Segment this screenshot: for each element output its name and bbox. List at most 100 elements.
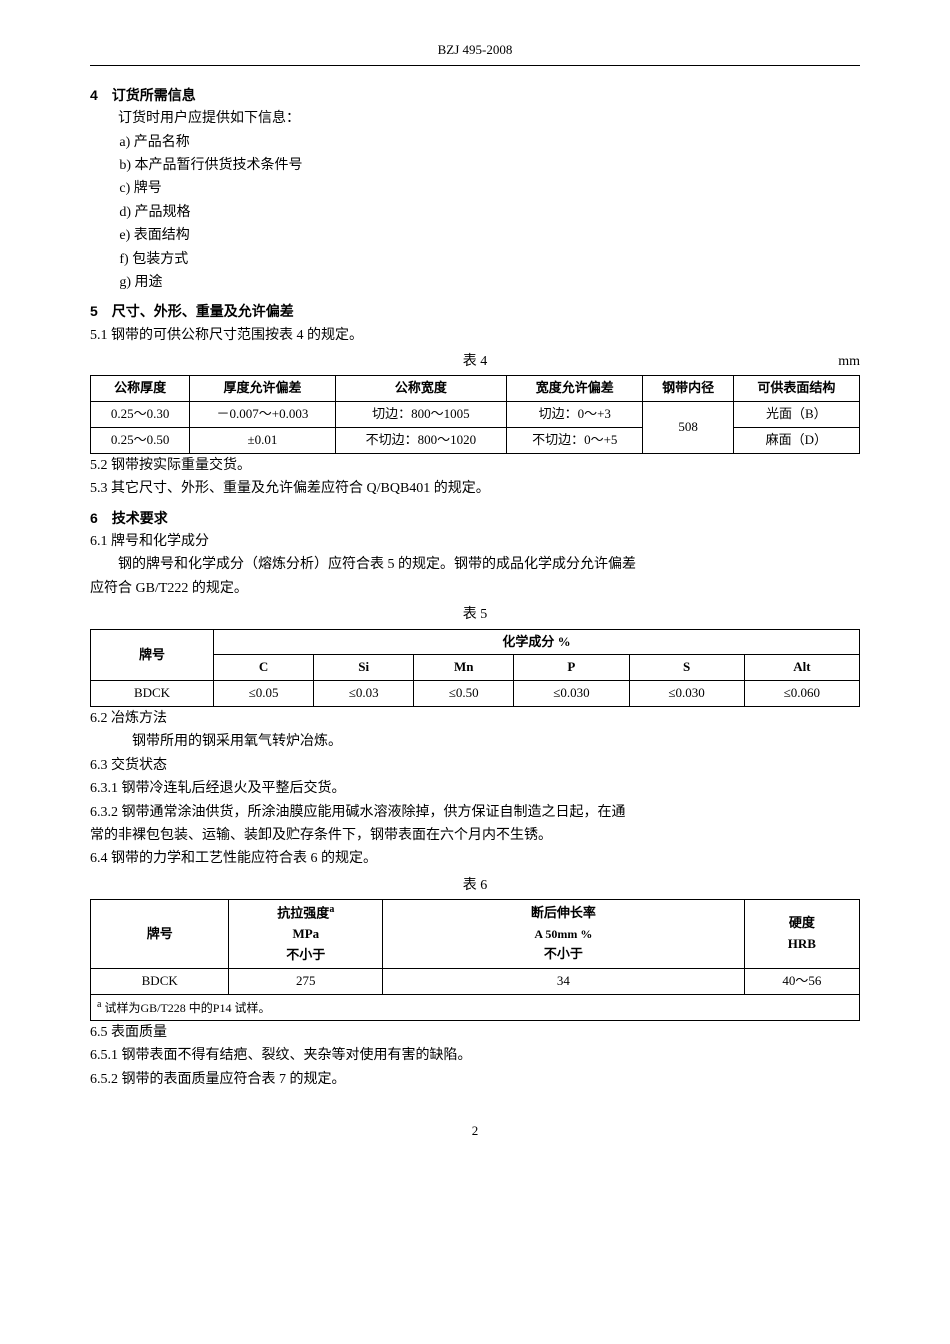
t6-footnote: a 试样为GB/T228 中的P14 试样。 bbox=[91, 994, 860, 1020]
p61body1: 钢的牌号和化学成分（熔炼分析）应符合表 5 的规定。钢带的成品化学成分允许偏差 bbox=[90, 554, 860, 576]
table4: 公称厚度 厚度允许偏差 公称宽度 宽度允许偏差 钢带内径 可供表面结构 0.25… bbox=[90, 375, 860, 453]
t5-chem-h: 化学成分 % bbox=[214, 629, 860, 655]
t4r0c0: 0.25～0.30 bbox=[91, 402, 190, 428]
table4-unit: mm bbox=[838, 351, 860, 373]
t6r3: 40～56 bbox=[744, 968, 859, 994]
p62body: 钢带所用的钢采用氧气转炉冶炼。 bbox=[90, 731, 860, 753]
section4-item-f: f) 包装方式 bbox=[90, 249, 860, 271]
t5c2: Mn bbox=[414, 655, 514, 681]
p632a: 6.3.2 钢带通常涂油供货，所涂油膜应能用碱水溶液除掉，供方保证自制造之日起，… bbox=[90, 802, 860, 824]
section4-intro: 订货时用户应提供如下信息： bbox=[90, 108, 860, 130]
p631: 6.3.1 钢带冷连轧后经退火及平整后交货。 bbox=[90, 778, 860, 800]
t5r0c4: ≤0.030 bbox=[514, 681, 629, 707]
page-number: 2 bbox=[90, 1121, 860, 1142]
t4h5: 可供表面结构 bbox=[733, 376, 859, 402]
t4h2: 公称宽度 bbox=[335, 376, 506, 402]
t5r0c0: BDCK bbox=[91, 681, 214, 707]
section5-num: 5 bbox=[90, 303, 98, 319]
p52: 5.2 钢带按实际重量交货。 bbox=[90, 455, 860, 477]
p64: 6.4 钢带的力学和工艺性能应符合表 6 的规定。 bbox=[90, 848, 860, 870]
t6-footnote-text: 试样为GB/T228 中的P14 试样。 bbox=[101, 1001, 270, 1015]
section4-item-g: g) 用途 bbox=[90, 272, 860, 294]
section6-num: 6 bbox=[90, 510, 98, 526]
t4h1: 厚度允许偏差 bbox=[190, 376, 335, 402]
table5: 牌号 化学成分 % C Si Mn P S Alt BDCK ≤0.05 ≤0.… bbox=[90, 629, 860, 707]
t4r0c4: 508 bbox=[643, 402, 733, 454]
t4h0: 公称厚度 bbox=[91, 376, 190, 402]
p62: 6.2 冶炼方法 bbox=[90, 708, 860, 730]
top-rule bbox=[90, 65, 860, 66]
t5r0c2: ≤0.03 bbox=[314, 681, 414, 707]
section4-title: 4 订货所需信息 bbox=[90, 84, 860, 106]
table4-caption-row: 表 4 mm bbox=[90, 351, 860, 373]
table6-caption: 表 6 bbox=[90, 875, 860, 897]
p652: 6.5.2 钢带的表面质量应符合表 7 的规定。 bbox=[90, 1069, 860, 1091]
section4-title-text: 订货所需信息 bbox=[112, 87, 196, 103]
t4r0c2: 切边：800～1005 bbox=[335, 402, 506, 428]
t5-brand-h: 牌号 bbox=[91, 629, 214, 681]
t6h3c: 不小于 bbox=[544, 946, 583, 961]
t5-r0: 牌号 化学成分 % bbox=[91, 629, 860, 655]
section4-item-b: b) 本产品暂行供货技术条件号 bbox=[90, 155, 860, 177]
t5c3: P bbox=[514, 655, 629, 681]
t6h4: 硬度 HRB bbox=[744, 900, 859, 969]
t6h2: 抗拉强度a MPa 不小于 bbox=[229, 900, 383, 969]
t5-r2: BDCK ≤0.05 ≤0.03 ≤0.50 ≤0.030 ≤0.030 ≤0.… bbox=[91, 681, 860, 707]
t6h2a: 抗拉强度 bbox=[277, 905, 329, 920]
section4-num: 4 bbox=[90, 87, 98, 103]
t6r2: 34 bbox=[383, 968, 744, 994]
p61body2: 应符合 GB/T222 的规定。 bbox=[90, 578, 860, 600]
t5r0c5: ≤0.030 bbox=[629, 681, 744, 707]
t5c5: Alt bbox=[744, 655, 859, 681]
t4r0c5: 光面（B） bbox=[733, 402, 859, 428]
t6-header: 牌号 抗拉强度a MPa 不小于 断后伸长率 A 50mm % 不小于 硬度 H… bbox=[91, 900, 860, 969]
t6h4b: HRB bbox=[788, 936, 816, 951]
t4r1c3: 不切边：0～+5 bbox=[507, 428, 643, 454]
p651: 6.5.1 钢带表面不得有结疤、裂纹、夹杂等对使用有害的缺陷。 bbox=[90, 1045, 860, 1067]
t6h1: 牌号 bbox=[91, 900, 229, 969]
t5c0: C bbox=[214, 655, 314, 681]
t6h2b: MPa bbox=[292, 926, 319, 941]
p65: 6.5 表面质量 bbox=[90, 1022, 860, 1044]
t6h4a: 硬度 bbox=[789, 915, 815, 930]
section4-item-a: a) 产品名称 bbox=[90, 132, 860, 154]
t4r0c3: 切边：0～+3 bbox=[507, 402, 643, 428]
t4r1c1: ±0.01 bbox=[190, 428, 335, 454]
t4r0c1: －0.007～+0.003 bbox=[190, 402, 335, 428]
t4r1c0: 0.25～0.50 bbox=[91, 428, 190, 454]
t5c4: S bbox=[629, 655, 744, 681]
t4h3: 宽度允许偏差 bbox=[507, 376, 643, 402]
section6-title-text: 技术要求 bbox=[112, 510, 168, 526]
table6: 牌号 抗拉强度a MPa 不小于 断后伸长率 A 50mm % 不小于 硬度 H… bbox=[90, 899, 860, 1021]
p63: 6.3 交货状态 bbox=[90, 755, 860, 777]
section4-item-d: d) 产品规格 bbox=[90, 202, 860, 224]
section6-title: 6 技术要求 bbox=[90, 507, 860, 529]
table4-row-1: 0.25～0.50 ±0.01 不切边：800～1020 不切边：0～+5 麻面… bbox=[91, 428, 860, 454]
p632b: 常的非裸包包装、运输、装卸及贮存条件下，钢带表面在六个月内不生锈。 bbox=[90, 825, 860, 847]
t4h4: 钢带内径 bbox=[643, 376, 733, 402]
table5-caption: 表 5 bbox=[90, 604, 860, 626]
table4-caption: 表 4 bbox=[463, 354, 488, 369]
t5r0c6: ≤0.060 bbox=[744, 681, 859, 707]
p61: 6.1 牌号和化学成分 bbox=[90, 531, 860, 553]
t6h3a: 断后伸长率 bbox=[531, 905, 596, 920]
doc-code: BZJ 495-2008 bbox=[90, 40, 860, 65]
section5-title-text: 尺寸、外形、重量及允许偏差 bbox=[112, 303, 294, 319]
t6-footnote-row: a 试样为GB/T228 中的P14 试样。 bbox=[91, 994, 860, 1020]
t5c1: Si bbox=[314, 655, 414, 681]
t6h3b: A 50mm % bbox=[534, 927, 592, 941]
t6r1: 275 bbox=[229, 968, 383, 994]
t4r1c5: 麻面（D） bbox=[733, 428, 859, 454]
t6h3: 断后伸长率 A 50mm % 不小于 bbox=[383, 900, 744, 969]
t4r1c2: 不切边：800～1020 bbox=[335, 428, 506, 454]
section5-title: 5 尺寸、外形、重量及允许偏差 bbox=[90, 300, 860, 322]
table4-row-0: 0.25～0.30 －0.007～+0.003 切边：800～1005 切边：0… bbox=[91, 402, 860, 428]
p51: 5.1 钢带的可供公称尺寸范围按表 4 的规定。 bbox=[90, 325, 860, 347]
section4-item-e: e) 表面结构 bbox=[90, 225, 860, 247]
t5r0c3: ≤0.50 bbox=[414, 681, 514, 707]
p53: 5.3 其它尺寸、外形、重量及允许偏差应符合 Q/BQB401 的规定。 bbox=[90, 478, 860, 500]
t6h2c: 不小于 bbox=[286, 947, 325, 962]
t5r0c1: ≤0.05 bbox=[214, 681, 314, 707]
t6h2sup: a bbox=[329, 904, 334, 915]
t6-row: BDCK 275 34 40～56 bbox=[91, 968, 860, 994]
